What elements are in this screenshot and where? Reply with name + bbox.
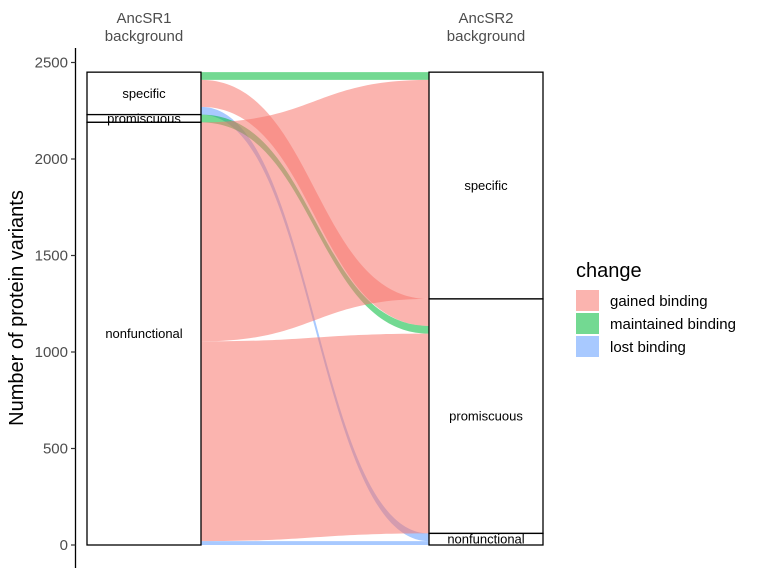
flow-nonfunctional-to-specific (201, 79, 429, 342)
flow-specific-to-specific (201, 72, 429, 80)
y-tick-label: 1500 (35, 248, 68, 265)
legend-swatch (576, 313, 599, 334)
right-stratum-nonfunctional (428, 532, 544, 546)
flow-specific-to-nonfunctional (201, 106, 429, 542)
left-stratum-label-promiscuous: promiscuous (107, 111, 181, 126)
legend-label: maintained binding (610, 316, 736, 333)
strata: specific promiscuous nonfunctional specific… (86, 71, 544, 547)
legend-label: lost binding (610, 339, 686, 356)
left-stratum-nonfunctional (86, 121, 202, 546)
right-stratum-label-promiscuous: promiscuous (449, 409, 523, 424)
legend-label: gained binding (610, 293, 708, 310)
left-stratum-specific (86, 71, 202, 116)
left-stratum-label-nonfunctional: nonfunctional (105, 326, 182, 341)
y-tick-label: 500 (43, 441, 68, 458)
y-tick-label: 2500 (35, 55, 68, 72)
y-tick-label: 1000 (35, 344, 68, 361)
column-header-2: AncSR2 (458, 10, 513, 27)
column-header-1: AncSR1 (116, 10, 171, 27)
column-header-1: background (105, 28, 183, 45)
legend: change gained binding maintained binding lo… (576, 260, 736, 357)
y-tick-label: 0 (60, 537, 68, 554)
y-axis: 0 500 1000 1500 2000 2500 (35, 48, 77, 568)
y-axis-title: Number of protein variants (6, 190, 28, 426)
y-tick-label: 2000 (35, 151, 68, 168)
flow-nonfunctional-to-nonfunctional (201, 541, 429, 545)
legend-swatch (576, 336, 599, 357)
flow-nonfunctional-to-promiscuous (201, 333, 429, 542)
legend-title: change (576, 260, 642, 282)
legend-swatch (576, 290, 599, 311)
left-stratum-label-specific: specific (122, 86, 166, 101)
column-header-2: background (447, 28, 525, 45)
flows (201, 72, 429, 545)
right-stratum-specific (428, 71, 544, 300)
right-stratum-label-nonfunctional: nonfunctional (447, 532, 524, 547)
right-stratum-label-specific: specific (464, 178, 508, 193)
right-stratum-promiscuous (428, 298, 544, 535)
